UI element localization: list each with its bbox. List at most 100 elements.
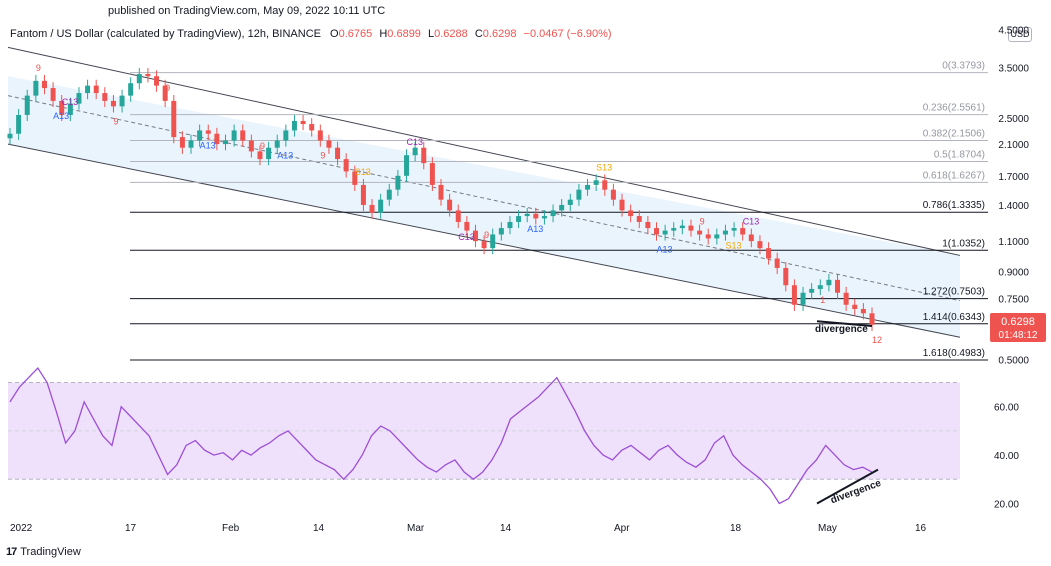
fib-level-label: 0.5(1.8704) (934, 149, 985, 160)
candle-body (162, 85, 168, 101)
candle-body (369, 204, 375, 213)
fib-level-label: 0.618(1.6267) (923, 170, 985, 181)
candle-body (110, 100, 116, 107)
candle-body (835, 279, 841, 293)
annotation-label: S13 (725, 241, 741, 251)
candle-body (869, 313, 875, 325)
time-tick-label: 2022 (10, 523, 33, 534)
price-tick-label: 4.5000 (998, 26, 1029, 37)
candle-body (567, 199, 573, 205)
high-value: 0.6899 (387, 28, 421, 40)
candle-body (50, 88, 56, 101)
time-axis[interactable]: 2022 17 Feb 14 Mar 14 Apr 18 May 16 (10, 523, 927, 534)
candle-body (645, 221, 651, 229)
candle-body (516, 216, 522, 222)
fib-level-label: 1.414(0.6343) (923, 312, 985, 323)
candle-body (335, 147, 341, 160)
annotation-label: A13 (527, 224, 543, 234)
annotation-label: 12 (872, 335, 882, 345)
candle-body (59, 100, 65, 115)
candle-body (378, 199, 384, 213)
candle-body (93, 85, 99, 94)
candle-body (136, 73, 142, 84)
candle-body (257, 151, 263, 160)
candle-body (843, 292, 849, 305)
candle-body (429, 163, 435, 185)
time-tick-label: Mar (407, 523, 425, 534)
close-label: C (474, 28, 483, 40)
descending-channel (7, 46, 961, 338)
price-tick-label: 2.1000 (998, 140, 1029, 151)
symbol-legend: Fantom / US Dollar (calculated by Tradin… (10, 28, 612, 40)
annotation-label: 9 (320, 151, 325, 161)
candle-body (800, 292, 806, 305)
candle-body (266, 147, 272, 160)
rsi-tick-label: 40.00 (994, 451, 1019, 462)
annotation-label: A13 (277, 151, 293, 161)
annotation-label: C13 (743, 216, 760, 226)
annotation-label: C13 (458, 232, 475, 242)
last-price-badge-bg (990, 313, 1046, 342)
time-tick-label: 14 (313, 523, 325, 534)
candle-body (395, 175, 401, 190)
price-tick-label: 1.1000 (998, 237, 1029, 248)
candle-body (41, 80, 47, 89)
candle-body (16, 114, 22, 134)
candle-body (826, 279, 832, 286)
currency-selector[interactable]: USD (1008, 27, 1032, 42)
price-tick-label: 3.5000 (998, 63, 1029, 74)
change-value: −0.0467 (−6.90%) (523, 28, 612, 40)
candle-body (472, 230, 478, 242)
time-tick-label: Feb (222, 523, 240, 534)
time-tick-label: Apr (614, 523, 630, 534)
fib-level-label: 0.382(2.1506) (923, 129, 985, 140)
footer-brand: TradingView (20, 546, 81, 558)
low-label: L (428, 28, 435, 40)
candle-body (214, 133, 220, 145)
candle-body (791, 285, 797, 305)
candle-body (223, 140, 228, 145)
fib-level-label: 1.272(0.7503) (923, 287, 985, 298)
candle-body (541, 216, 547, 219)
candle-body (490, 234, 496, 249)
candle-body (602, 180, 608, 190)
annotation-label: 9 (165, 83, 170, 93)
candle-body (412, 147, 418, 156)
price-tick-label: 0.7500 (998, 295, 1029, 306)
candle-body (119, 95, 125, 107)
candle-body (317, 130, 323, 141)
candle-body (197, 130, 203, 141)
price-tick-label: 2.5000 (998, 114, 1029, 125)
candle-body (231, 130, 237, 141)
annotation-label: S13 (355, 167, 371, 177)
candle-body (240, 130, 246, 141)
time-tick-label: May (818, 523, 837, 534)
candle-body (731, 228, 737, 231)
annotation-label: divergence (815, 324, 868, 335)
annotation-label: C13 (62, 97, 79, 107)
fib-level-label: 0(3.3793) (942, 61, 985, 72)
candle-body (671, 228, 677, 231)
candle-body (585, 184, 591, 190)
candle-body (85, 85, 91, 94)
annotation-label: A13 (53, 111, 69, 121)
candle-body (300, 120, 306, 125)
candle-body (291, 120, 297, 131)
candle-body (610, 189, 616, 200)
candle-body (154, 76, 160, 86)
price-axis[interactable]: 4.5000 3.5000 2.5000 2.1000 1.7000 1.4000 1.10… (998, 26, 1029, 367)
candle-body (636, 216, 642, 222)
price-tick-label: 1.4000 (998, 201, 1029, 212)
annotation-label: 9 (260, 141, 265, 151)
time-tick-label: 18 (730, 523, 742, 534)
time-tick-label: 16 (915, 523, 927, 534)
candle-body (360, 184, 366, 205)
annotation-label: A13 (657, 244, 673, 254)
candle-body (774, 258, 780, 268)
candle-body (145, 73, 151, 77)
candle-body (481, 241, 487, 249)
candle-body (102, 93, 108, 101)
header-bar: published on TradingView.com, May 09, 20… (0, 0, 1051, 20)
